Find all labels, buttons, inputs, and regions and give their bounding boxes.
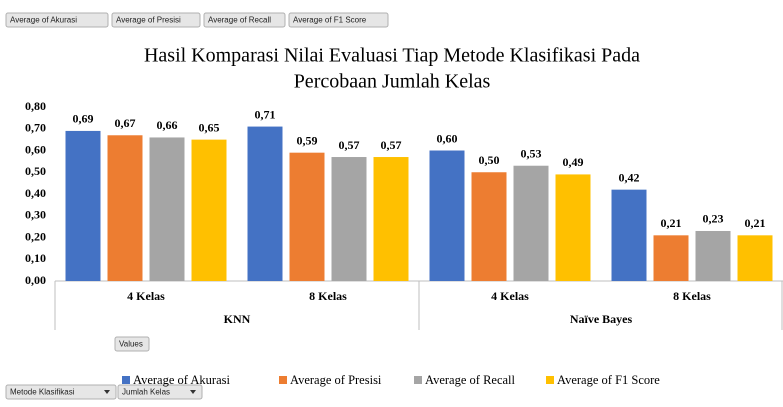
bar <box>737 235 773 281</box>
bar <box>373 157 409 281</box>
value-label: 0,21 <box>745 216 766 230</box>
bar <box>555 174 591 281</box>
dropdown-arrow[interactable] <box>104 390 110 394</box>
value-label: 0,53 <box>521 146 542 160</box>
button-label[interactable]: Average of Presisi <box>116 16 181 25</box>
bar <box>289 152 325 281</box>
value-label: 0,66 <box>157 118 178 132</box>
legend-label: Average of F1 Score <box>557 373 660 387</box>
y-tick-label: 0,50 <box>25 164 46 178</box>
button-frame[interactable] <box>203 12 286 28</box>
value-label: 0,67 <box>115 116 136 130</box>
bar <box>653 235 689 281</box>
y-tick-label: 0,40 <box>25 186 46 200</box>
field-button[interactable]: Values <box>114 336 150 352</box>
legend-label: Average of Recall <box>425 373 516 387</box>
legend-swatch <box>279 376 287 384</box>
button-label[interactable]: Average of Akurasi <box>10 16 77 25</box>
field-button[interactable]: Average of Akurasi <box>5 12 109 28</box>
button-label[interactable]: Values <box>119 340 143 349</box>
bar <box>611 189 647 281</box>
button-frame[interactable] <box>111 12 201 28</box>
y-tick-label: 0,70 <box>25 121 46 135</box>
y-tick-label: 0,20 <box>25 229 46 243</box>
y-tick-label: 0,10 <box>25 251 46 265</box>
bar <box>513 165 549 281</box>
button-label[interactable]: Metode Klasifikasi <box>10 388 75 397</box>
legend-label: Average of Presisi <box>290 373 382 387</box>
bar <box>695 230 731 281</box>
y-tick-label: 0,60 <box>25 142 46 156</box>
field-button[interactable]: Average of Presisi <box>111 12 201 28</box>
bar <box>331 157 367 281</box>
button-frame[interactable] <box>288 12 389 28</box>
value-label: 0,65 <box>199 120 220 134</box>
button-frame[interactable] <box>5 12 109 28</box>
group-label: Naïve Bayes <box>570 312 633 326</box>
field-button[interactable]: Jumlah Kelas <box>117 384 203 400</box>
button-frame[interactable] <box>114 336 150 352</box>
value-label: 0,60 <box>437 131 458 145</box>
value-label: 0,69 <box>73 112 94 126</box>
value-label: 0,42 <box>619 170 640 184</box>
value-label: 0,50 <box>479 153 500 167</box>
button-label[interactable]: Jumlah Kelas <box>122 388 170 397</box>
legend-swatch <box>122 376 130 384</box>
value-label: 0,59 <box>297 133 318 147</box>
group-label: KNN <box>224 312 251 326</box>
field-button[interactable]: Average of Recall <box>203 12 286 28</box>
y-tick-label: 0,80 <box>25 99 46 113</box>
button-label[interactable]: Average of F1 Score <box>293 16 367 25</box>
value-label: 0,57 <box>381 138 402 152</box>
y-tick-label: 0,30 <box>25 208 46 222</box>
bar <box>191 139 227 281</box>
button-frame[interactable] <box>117 384 203 400</box>
bar <box>149 137 185 281</box>
x-tick-label: 8 Kelas <box>309 289 347 303</box>
legend-swatch <box>546 376 554 384</box>
x-tick-label: 4 Kelas <box>127 289 165 303</box>
chart-title: Percobaan Jumlah Kelas <box>294 71 491 93</box>
x-tick-label: 8 Kelas <box>673 289 711 303</box>
bar <box>107 135 143 281</box>
value-label: 0,21 <box>661 216 682 230</box>
y-tick-label: 0,00 <box>25 273 46 287</box>
value-label: 0,71 <box>255 107 276 121</box>
button-frame[interactable] <box>5 384 117 400</box>
bar <box>247 126 283 281</box>
legend-swatch <box>414 376 422 384</box>
value-label: 0,49 <box>563 155 584 169</box>
chart-title: Hasil Komparasi Nilai Evaluasi Tiap Meto… <box>144 45 640 67</box>
legend-label: Average of Akurasi <box>133 373 230 387</box>
field-button[interactable]: Metode Klasifikasi <box>5 384 117 400</box>
dropdown-arrow[interactable] <box>190 390 196 394</box>
bar <box>65 130 101 281</box>
field-button[interactable]: Average of F1 Score <box>288 12 389 28</box>
button-label[interactable]: Average of Recall <box>208 16 271 25</box>
bar <box>429 150 465 281</box>
bar <box>471 172 507 281</box>
value-label: 0,23 <box>703 212 724 226</box>
x-tick-label: 4 Kelas <box>491 289 529 303</box>
value-label: 0,57 <box>339 138 360 152</box>
